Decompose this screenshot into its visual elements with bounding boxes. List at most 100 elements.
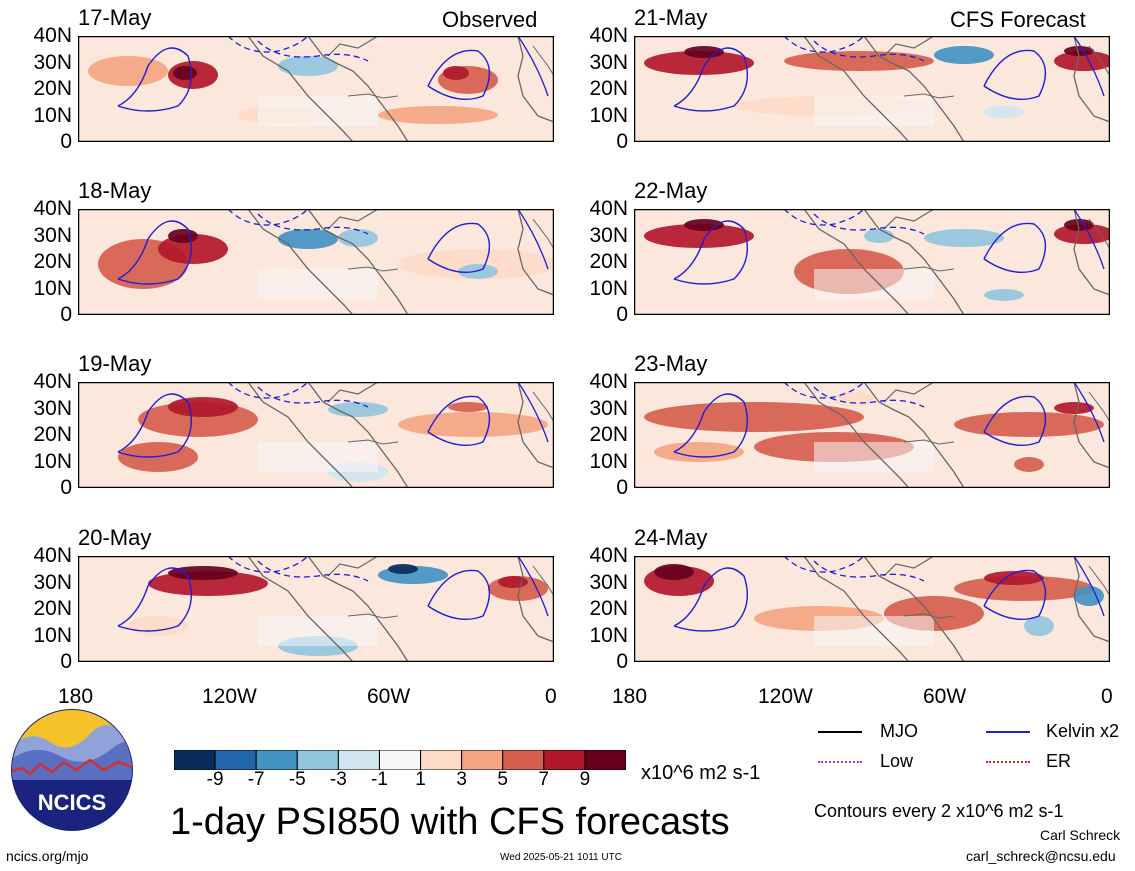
cfs-forecast-header: CFS Forecast [950, 7, 1086, 32]
colorbar-label-4: -3 [329, 769, 347, 790]
observed-header: Observed [442, 7, 538, 32]
legend-low-line [818, 761, 862, 763]
lon-tick-120w-right: 120W [758, 685, 813, 708]
lat-tick-right-2-3: 20N [589, 250, 628, 273]
lat-tick-left-3-1: 40N [33, 370, 72, 393]
lon-tick-0-left: 0 [545, 685, 557, 708]
colorbar-swatch-11 [584, 749, 627, 771]
lat-tick-left-4-1: 40N [33, 544, 72, 567]
lat-tick-left-2-3: 20N [33, 250, 72, 273]
site-url[interactable]: ncics.org/mjo [6, 848, 89, 864]
psi850-map-right-1 [634, 36, 1110, 142]
lon-tick-180-left: 180 [58, 685, 94, 708]
lat-tick-left-1-3: 20N [33, 77, 72, 100]
lat-tick-right-1-3: 20N [589, 77, 628, 100]
lat-tick-right-1-1: 40N [589, 24, 628, 47]
lat-tick-left-4-5: 0 [60, 650, 72, 673]
colorbar-label-10: 9 [579, 769, 591, 790]
legend-mjo-label: MJO [880, 721, 918, 741]
psi850-map-left-3 [78, 382, 554, 488]
lat-tick-left-3-2: 30N [33, 396, 72, 420]
legend-er-line [986, 761, 1030, 763]
colorbar-swatch-3 [255, 749, 298, 771]
psi850-map-left-4 [78, 556, 554, 662]
lat-tick-right-2-1: 40N [589, 197, 628, 220]
panel-date-left-4: 20-May [78, 525, 152, 550]
lat-tick-right-4-1: 40N [589, 544, 628, 567]
lat-tick-right-2-5: 0 [616, 303, 628, 326]
panel-date-right-4: 24-May [634, 525, 708, 550]
colorbar-label-5: -1 [371, 769, 388, 790]
ncics-logo: NCICS [10, 708, 134, 832]
colorbar-label-8: 5 [497, 769, 508, 790]
legend-mjo-line [818, 731, 862, 733]
colorbar-swatch-1 [173, 749, 216, 771]
colorbar-label-7: 3 [456, 769, 467, 790]
lat-tick-left-1-2: 30N [33, 50, 72, 74]
lat-tick-right-1-4: 10N [589, 103, 628, 127]
lat-tick-right-3-5: 0 [616, 476, 628, 499]
colorbar-label-3: -5 [288, 769, 306, 790]
lat-tick-right-3-4: 10N [589, 449, 628, 473]
panel-date-right-2: 22-May [634, 178, 708, 203]
lat-tick-right-2-4: 10N [589, 276, 628, 300]
lat-tick-right-4-5: 0 [616, 650, 628, 673]
lat-tick-right-2-2: 30N [589, 223, 628, 247]
lon-tick-120w-left: 120W [202, 685, 257, 708]
colorbar-swatch-2 [214, 749, 257, 771]
psi850-map-left-1 [78, 36, 554, 142]
author: Carl Schreck [1040, 827, 1121, 843]
lat-tick-left-2-1: 40N [33, 197, 72, 220]
timestamp: Wed 2025-05-21 1011 UTC [500, 852, 622, 863]
colorbar-units: x10^6 m2 s-1 [641, 762, 761, 784]
colorbar-label-6: 1 [415, 769, 426, 790]
colorbar-swatch-10 [543, 749, 586, 771]
lat-tick-right-4-4: 10N [589, 623, 628, 647]
panel-date-right-1: 21-May [634, 5, 708, 30]
psi850-map-left-2 [78, 209, 554, 315]
lat-tick-left-4-3: 20N [33, 597, 72, 620]
lat-tick-right-4-3: 20N [589, 597, 628, 620]
legend-low-label: Low [880, 751, 914, 771]
panel-date-left-3: 19-May [78, 351, 152, 376]
colorbar-label-9: 7 [538, 769, 550, 790]
lat-tick-left-1-5: 0 [60, 130, 72, 153]
lat-tick-right-3-2: 30N [589, 396, 628, 420]
colorbar-label-1: -9 [206, 769, 224, 790]
legend-er-label: ER [1046, 751, 1072, 771]
colorbar-swatch-6 [378, 749, 422, 771]
legend-kelvin-line [986, 731, 1030, 733]
lat-tick-left-2-4: 10N [33, 276, 72, 300]
lat-tick-left-2-2: 30N [33, 223, 72, 247]
legend-kelvin-label: Kelvin x2 [1046, 721, 1120, 741]
panel-date-right-3: 23-May [634, 351, 708, 376]
panel-date-left-2: 18-May [78, 178, 152, 203]
lon-tick-180-right: 180 [612, 685, 648, 708]
colorbar [173, 749, 627, 771]
email: carl_schreck@ncsu.edu [966, 848, 1116, 864]
lat-tick-left-4-2: 30N [33, 570, 72, 594]
lat-tick-right-4-2: 30N [589, 570, 628, 594]
colorbar-swatch-8 [461, 749, 504, 771]
colorbar-swatch-5 [337, 749, 380, 771]
contour-note: Contours every 2 x10^6 m2 s-1 [814, 801, 1064, 821]
lat-tick-right-3-1: 40N [589, 370, 628, 393]
lat-tick-left-1-4: 10N [33, 103, 72, 127]
panel-date-left-1: 17-May [78, 5, 152, 30]
main-title: 1-day PSI850 with CFS forecasts [170, 801, 730, 843]
psi850-map-right-2 [634, 209, 1110, 315]
lat-tick-left-4-4: 10N [33, 623, 72, 647]
lat-tick-left-1-1: 40N [33, 24, 72, 47]
lon-tick-60w-right: 60W [923, 685, 967, 708]
psi850-map-right-4 [634, 556, 1110, 662]
lon-tick-60w-left: 60W [367, 685, 411, 708]
lat-tick-right-1-2: 30N [589, 50, 628, 74]
lat-tick-left-3-3: 20N [33, 423, 72, 446]
lat-tick-left-3-4: 10N [33, 449, 72, 473]
lat-tick-left-2-5: 0 [60, 303, 72, 326]
colorbar-swatch-4 [296, 749, 339, 771]
lat-tick-left-3-5: 0 [60, 476, 72, 499]
colorbar-swatch-9 [502, 749, 545, 771]
colorbar-label-2: -7 [247, 769, 265, 790]
lon-tick-0-right: 0 [1101, 685, 1113, 708]
